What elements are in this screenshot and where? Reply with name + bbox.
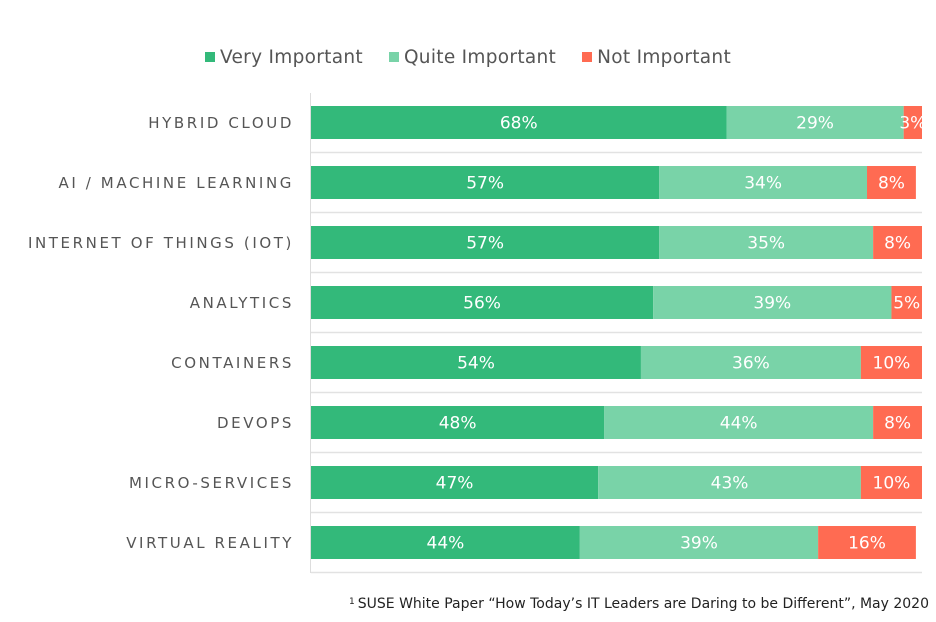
bar-segment-very-important [311,466,599,499]
category-label: ANALYTICS [190,294,294,312]
bar-segment-quite-important [653,286,892,319]
data-label: 36% [732,354,770,374]
data-label: 39% [680,534,718,554]
data-label: 8% [884,414,911,434]
data-label: 43% [711,474,749,494]
category-label: VIRTUAL REALITY [126,534,294,552]
data-label: 16% [848,534,886,554]
category-label: AI / MACHINE LEARNING [59,174,294,192]
bar-segment-not-important [860,346,922,379]
bar-segment-not-important [818,526,916,559]
legend-item-not-important: Not Important [582,47,731,68]
footnote-text: SUSE White Paper “How Today’s IT Leaders… [357,596,929,612]
data-label: 10% [873,474,911,494]
data-label: 44% [720,414,758,434]
data-label: 68% [500,114,538,134]
bar-row: VIRTUAL REALITY 44% 39% 16% [126,526,916,559]
bar-segment-very-important [311,406,605,439]
data-label: 44% [427,534,465,554]
legend-item-very-important: Very Important [204,46,363,68]
bar-segment-not-important [860,466,922,499]
bar-segment-quite-important [726,106,904,139]
bar-segment-very-important [311,166,660,199]
bar-segment-quite-important [659,226,874,259]
data-label: 3% [899,114,926,134]
legend-label: Very Important [219,46,363,68]
legend-label: Quite Important [403,46,557,68]
data-label: 35% [747,234,785,254]
bar-segment-very-important [311,286,654,319]
category-label: MICRO-SERVICES [129,474,294,492]
data-label: 39% [753,294,791,314]
data-label: 8% [878,174,905,194]
legend-swatch [388,52,399,62]
bar-segment-very-important [311,526,580,559]
legend-item-quite-important: Quite Important [388,46,557,68]
bar-segment-quite-important [598,466,861,499]
footnote-marker: 1 [349,597,355,607]
data-label: 34% [744,174,782,194]
data-label: 10% [873,354,911,374]
bar-segment-very-important [311,226,660,259]
data-label: 57% [466,234,504,254]
bar-row: HYBRID CLOUD 68% 29% 3% [148,106,926,139]
bar-segment-quite-important [640,346,861,379]
data-label: 56% [463,294,501,314]
data-label: 54% [457,354,495,374]
data-label: 48% [439,414,477,434]
data-label: 47% [436,474,474,494]
bar-row: DEVOPS 48% 44% 8% [217,406,922,439]
bar-row: ANALYTICS 56% 39% 5% [190,286,922,319]
bar-segment-not-important [873,226,922,259]
legend-swatch [582,52,593,62]
bar-segment-quite-important [579,526,819,559]
bar-row: CONTAINERS 54% 36% 10% [171,346,922,379]
legend-label: Not Important [597,46,732,68]
data-label: 8% [884,234,911,254]
bar-segment-not-important [867,166,916,199]
bar-segment-very-important [311,346,641,379]
bar-segment-not-important [903,106,922,139]
data-label: 29% [796,114,834,134]
legend-swatch [204,52,215,62]
data-label: 57% [466,174,504,194]
category-label: CONTAINERS [171,354,294,372]
bar-row: AI / MACHINE LEARNING 57% 34% 8% [59,166,916,199]
bar-segment-not-important [891,286,922,319]
bar-segment-quite-important [659,166,868,199]
category-label: DEVOPS [217,414,294,432]
data-label: 5% [893,294,920,314]
bar-row: INTERNET OF THINGS (IOT) 57% 35% 8% [28,226,922,259]
chart-legend: Very Important Quite Important Not Importa… [0,44,936,70]
bar-row: MICRO-SERVICES 47% 43% 10% [129,466,922,499]
bar-segment-very-important [311,106,727,139]
footnote: 1 SUSE White Paper “How Today’s IT Leader… [0,596,929,612]
category-label: INTERNET OF THINGS (IOT) [28,234,294,252]
category-label: HYBRID CLOUD [148,114,294,132]
bar-segment-not-important [873,406,922,439]
bar-segment-quite-important [604,406,874,439]
